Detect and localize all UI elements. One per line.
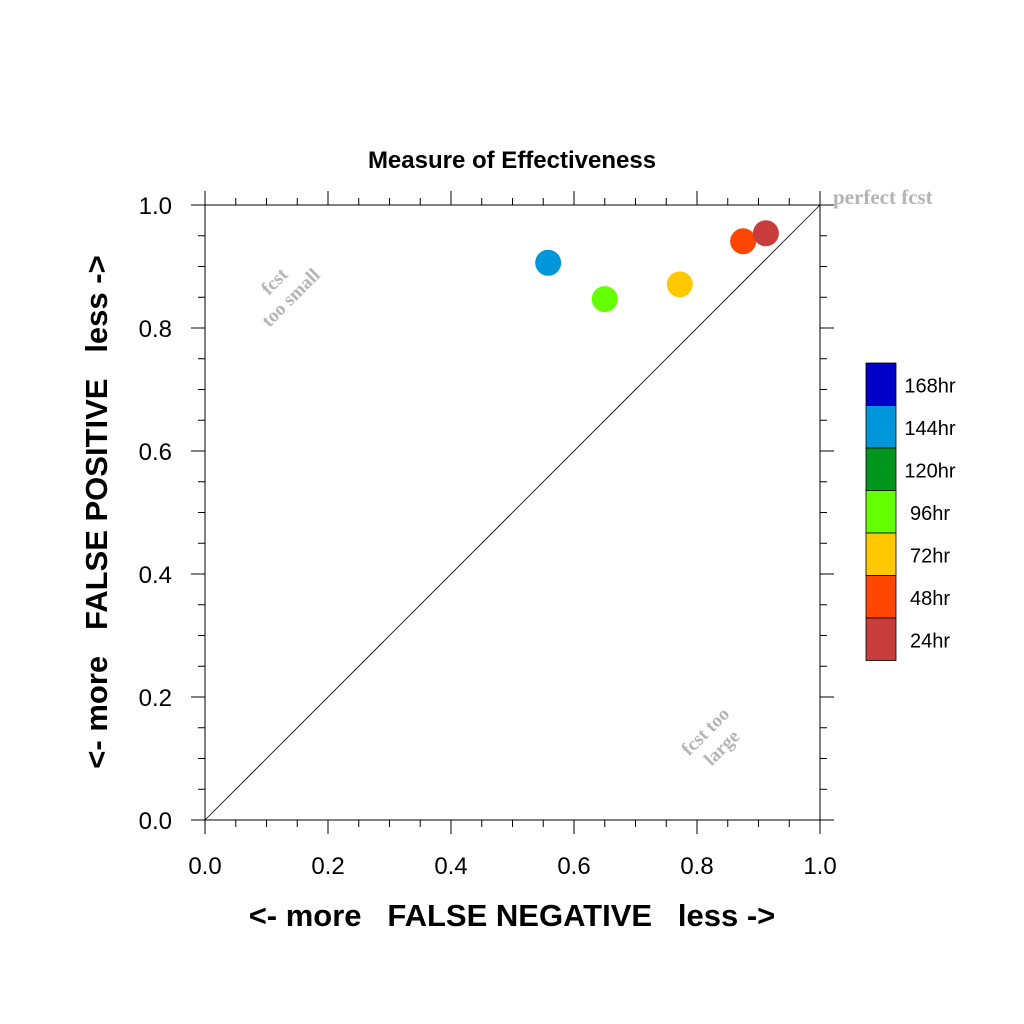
x-tick-label: 0.2 <box>311 853 344 880</box>
annotation-perfect-fcst: perfect fcst <box>833 185 933 209</box>
diagonal-reference-line <box>204 204 821 821</box>
data-point <box>591 286 618 313</box>
y-tick-label: 0.4 <box>139 562 172 589</box>
legend-swatch <box>865 532 897 576</box>
y-tick-label: 0.8 <box>139 316 172 343</box>
data-point <box>535 249 562 276</box>
annotation-too-large: fcst too large <box>678 704 744 770</box>
y-tick-label: 0.0 <box>139 808 172 835</box>
data-point <box>666 271 693 298</box>
annotation-too-small: fcst too small <box>257 264 324 332</box>
legend-label: 48hr <box>910 588 950 610</box>
legend-swatch <box>865 405 897 449</box>
y-tick-labels: 0.0 0.2 0.4 0.6 0.8 1.0 <box>139 193 172 835</box>
legend-label: 96hr <box>910 503 950 525</box>
legend-label: 144hr <box>904 418 955 440</box>
x-tick-label: 0.8 <box>680 853 713 880</box>
y-tick-label: 0.6 <box>139 439 172 466</box>
data-points <box>535 220 779 313</box>
legend: 168hr 144hr 120hr 96hr 72hr 48hr 24hr <box>865 362 956 661</box>
chart-title: Measure of Effectiveness <box>368 147 656 174</box>
legend-label: 120hr <box>904 460 955 482</box>
legend-swatch <box>865 617 897 661</box>
x-tick-label: 0.0 <box>188 853 221 880</box>
axis-ticks <box>191 191 834 834</box>
legend-swatch <box>865 575 897 619</box>
x-tick-label: 0.4 <box>434 853 467 880</box>
data-point <box>730 228 757 255</box>
x-tick-label: 1.0 <box>803 853 836 880</box>
legend-label: 168hr <box>904 375 955 397</box>
legend-label: 72hr <box>910 545 950 567</box>
data-point <box>752 220 779 247</box>
y-tick-label: 1.0 <box>139 193 172 220</box>
legend-swatch <box>865 362 897 406</box>
y-axis-label: <- more FALSE POSITIVE less -> <box>79 255 114 768</box>
legend-swatch <box>865 490 897 534</box>
x-tick-label: 0.6 <box>557 853 590 880</box>
y-tick-label: 0.2 <box>139 685 172 712</box>
x-axis-label: <- more FALSE NEGATIVE less -> <box>249 898 776 933</box>
legend-swatch <box>865 447 897 491</box>
legend-label: 24hr <box>910 630 950 652</box>
x-tick-labels: 0.0 0.2 0.4 0.6 0.8 1.0 <box>188 853 836 880</box>
